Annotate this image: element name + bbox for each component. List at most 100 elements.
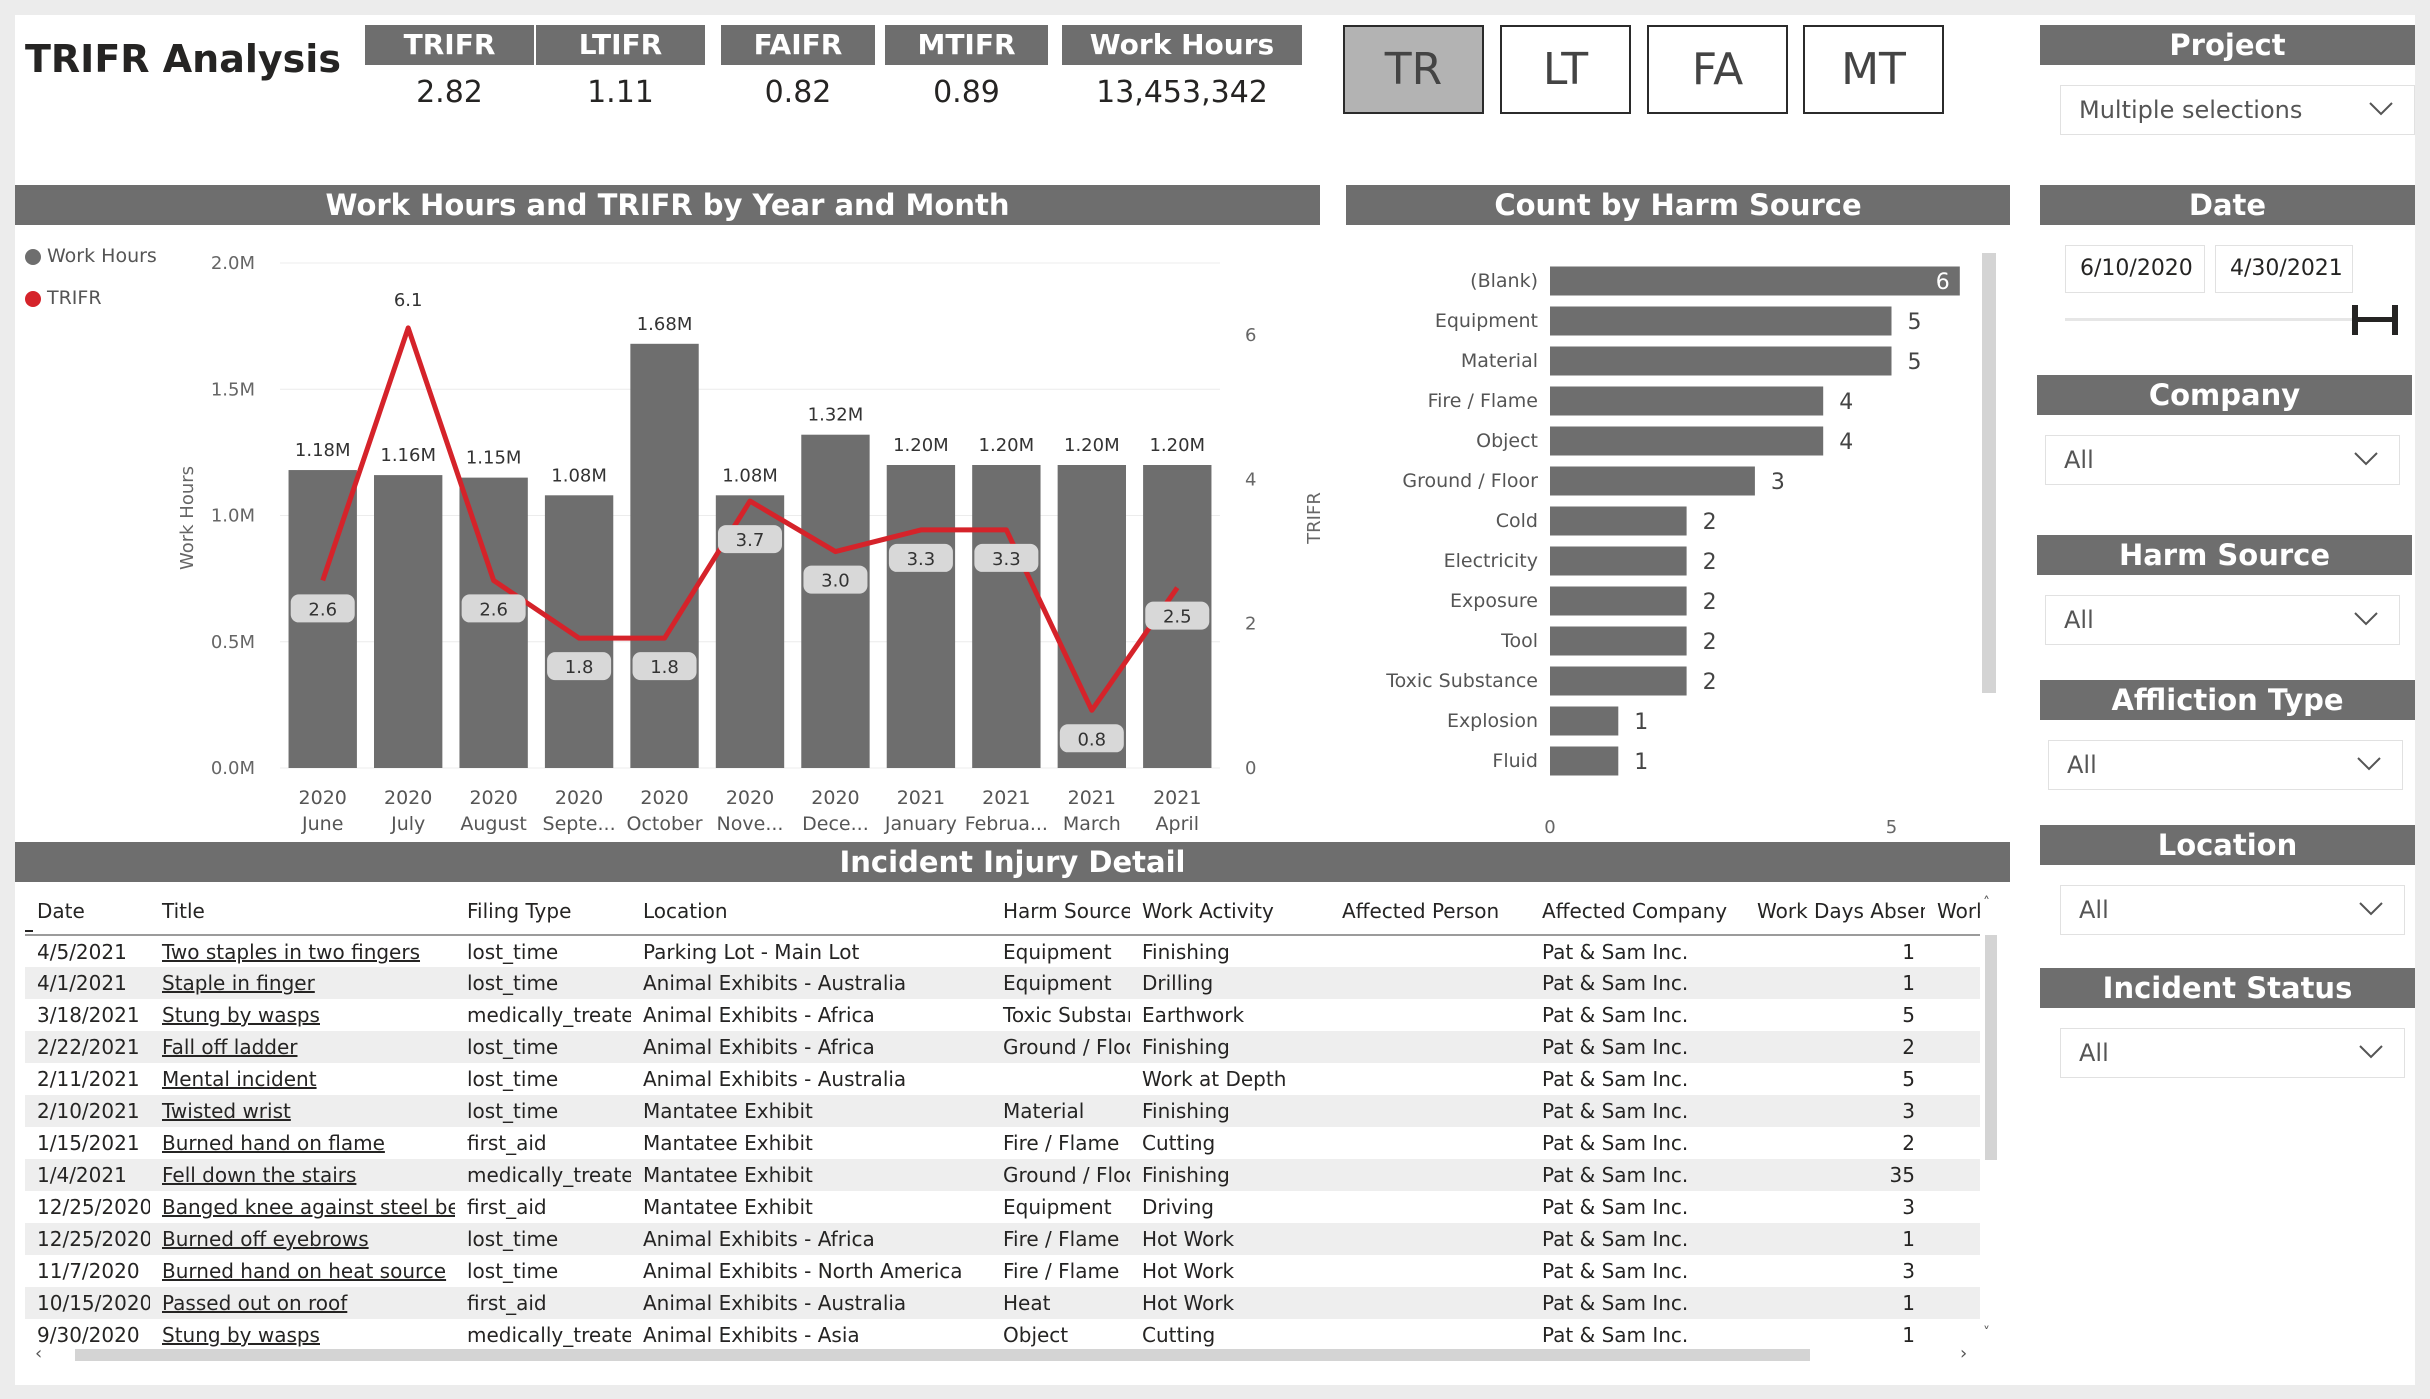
bar-data-label: 1.20M (1149, 435, 1205, 456)
column-header[interactable]: Affected Company (1530, 887, 1745, 936)
line-data-label-box (1145, 601, 1210, 630)
scroll-down-icon[interactable]: ˅ (1983, 1325, 1990, 1341)
incident-title-link[interactable]: Fell down the stairs (150, 1159, 455, 1191)
line-data-label-box (803, 565, 868, 594)
table-cell: Pat & Sam Inc. (1542, 1131, 1689, 1155)
harm-category-label: Exposure (1450, 590, 1538, 612)
table-row[interactable]: 2/10/2021 Twisted wrist lost_time Mantatee … (25, 1095, 1980, 1127)
table-cell: Ground / Floor (991, 1031, 1130, 1063)
kpi-trifr: TRIFR 2.82 (365, 25, 534, 110)
y-left-tick-label: 0.0M (211, 758, 255, 779)
incident-title-link[interactable]: Twisted wrist (150, 1095, 455, 1127)
x-tick-year: 2020 (469, 787, 517, 809)
legend-trifr[interactable]: TRIFR (25, 287, 102, 309)
toggle-tr-button[interactable]: TR (1343, 25, 1484, 114)
line-data-label: 1.8 (650, 657, 679, 678)
x-tick-month: July (390, 813, 425, 835)
table-hscroll-thumb[interactable] (75, 1349, 1810, 1361)
column-header[interactable]: Harm Source (991, 887, 1130, 936)
table-vertical-scrollbar[interactable]: ˄ ˅ (1982, 895, 2000, 1350)
table-row[interactable]: 12/25/2020 Burned off eyebrows lost_time An… (25, 1223, 1980, 1255)
table-row[interactable]: 2/11/2021 Mental incident lost_time Animal … (25, 1063, 1980, 1095)
incident-title-link[interactable]: Fall off ladder (150, 1031, 455, 1063)
project-dropdown[interactable]: Multiple selections (2060, 85, 2415, 135)
harm-bar (1550, 466, 1755, 496)
incident-table: Date Title Filing Type Location Harm Source W… (25, 887, 1980, 1351)
toggle-lt-button[interactable]: LT (1500, 25, 1631, 114)
date-start-input[interactable]: 6/10/2020 (2065, 245, 2205, 293)
scroll-left-icon[interactable]: ‹ (35, 1343, 43, 1364)
table-cell: first_aid (467, 1195, 547, 1219)
date-slider-start-handle[interactable] (2352, 305, 2359, 335)
column-header[interactable]: Date (25, 887, 150, 936)
bar-data-label: 1.08M (551, 465, 607, 486)
table-cell: Pat & Sam Inc. (1542, 1323, 1689, 1347)
incident-title-link[interactable]: Two staples in two fingers (162, 939, 421, 964)
incident-title-link[interactable]: Burned hand on flame (162, 1131, 385, 1155)
toggle-mt-button[interactable]: MT (1803, 25, 1944, 114)
harm-category-label: Explosion (1447, 710, 1538, 732)
incident-title-link[interactable]: Banged knee against steel beam (162, 1195, 455, 1219)
table-cell (1330, 967, 1530, 999)
harm-chart-scrollbar[interactable] (1982, 253, 1996, 693)
column-header[interactable]: Work (1925, 887, 1980, 936)
location-dropdown[interactable]: All (2060, 885, 2405, 935)
table-cell: Hot Work (1142, 1259, 1235, 1283)
kpi-mtifr: MTIFR 0.89 (885, 25, 1048, 110)
scroll-right-icon[interactable]: › (1960, 1343, 1968, 1364)
table-row[interactable]: 3/18/2021 Stung by wasps medically_treated… (25, 999, 1980, 1031)
table-row[interactable]: 9/30/2020 Stung by wasps medically_treated… (25, 1319, 1980, 1351)
project-slicer-title: Project (2040, 25, 2415, 65)
table-row[interactable]: 1/15/2021 Burned hand on flame first_aid Ma… (25, 1127, 1980, 1159)
table-row[interactable]: 11/7/2020 Burned hand on heat source lost_… (25, 1255, 1980, 1287)
column-header[interactable]: Filing Type (455, 887, 631, 936)
harm-chart-scroll-thumb[interactable] (1982, 253, 1996, 693)
toggle-fa-button[interactable]: FA (1647, 25, 1788, 114)
column-header[interactable]: Title (150, 887, 455, 936)
legend-work-hours[interactable]: Work Hours (25, 245, 157, 267)
page-title: TRIFR Analysis (25, 37, 341, 81)
y-left-tick-label: 2.0M (211, 253, 255, 274)
date-slider-track[interactable] (2065, 318, 2395, 321)
table-row[interactable]: 1/4/2021 Fell down the stairs medically_tr… (25, 1159, 1980, 1191)
table-cell (1330, 1287, 1530, 1319)
table-horizontal-scrollbar[interactable]: ‹ › (35, 1343, 1980, 1365)
table-cell: 2/10/2021 (25, 1095, 150, 1127)
column-header[interactable]: Work Days Absent (1745, 887, 1925, 936)
table-row[interactable]: 2/22/2021 Fall off ladder lost_time Animal … (25, 1031, 1980, 1063)
table-cell: 1 (1745, 1287, 1925, 1319)
column-header[interactable]: Location (631, 887, 991, 936)
table-row[interactable]: 4/5/2021 Two staples in two fingers lost_t… (25, 935, 1980, 967)
scroll-up-icon[interactable]: ˄ (1983, 895, 1990, 911)
incident-title-link[interactable]: Burned off eyebrows (150, 1223, 455, 1255)
column-header[interactable]: Affected Person (1330, 887, 1530, 936)
table-cell: Cutting (1142, 1323, 1216, 1347)
harm-x-tick-label: 0 (1544, 817, 1555, 838)
incident-title-link[interactable]: Stung by wasps (162, 1323, 320, 1347)
incident-title-link[interactable]: Staple in finger (150, 967, 455, 999)
column-header[interactable]: Work Activity (1130, 887, 1330, 936)
incident-status-dropdown[interactable]: All (2060, 1028, 2405, 1078)
table-cell: Equipment (991, 967, 1130, 999)
incident-title-link[interactable]: Burned hand on heat source (162, 1259, 447, 1283)
harm-source-dropdown[interactable]: All (2045, 595, 2400, 645)
table-cell: Toxic Substance (1003, 1003, 1130, 1027)
location-dropdown-value: All (2079, 896, 2109, 924)
table-row[interactable]: 12/25/2020 Banged knee against steel beam… (25, 1191, 1980, 1223)
table-row[interactable]: 10/15/2020 Passed out on roof first_aid Ani… (25, 1287, 1980, 1319)
table-cell: medically_treated (467, 1323, 631, 1347)
affliction-type-dropdown-value: All (2067, 751, 2097, 779)
company-dropdown[interactable]: All (2045, 435, 2400, 485)
work-hours-bar (544, 495, 614, 768)
table-cell (1330, 999, 1530, 1031)
affliction-type-dropdown[interactable]: All (2048, 740, 2403, 790)
incident-title-link[interactable]: Passed out on roof (150, 1287, 455, 1319)
harm-category-label: Cold (1496, 510, 1538, 532)
table-cell (1330, 1159, 1530, 1191)
incident-title-link[interactable]: Mental incident (162, 1067, 317, 1091)
date-slider-end-handle[interactable] (2392, 305, 2398, 335)
date-end-input[interactable]: 4/30/2021 (2215, 245, 2353, 293)
table-row[interactable]: 4/1/2021 Staple in finger lost_time Animal … (25, 967, 1980, 999)
incident-title-link[interactable]: Stung by wasps (162, 1003, 320, 1027)
table-vscroll-thumb[interactable] (1985, 935, 1997, 1160)
